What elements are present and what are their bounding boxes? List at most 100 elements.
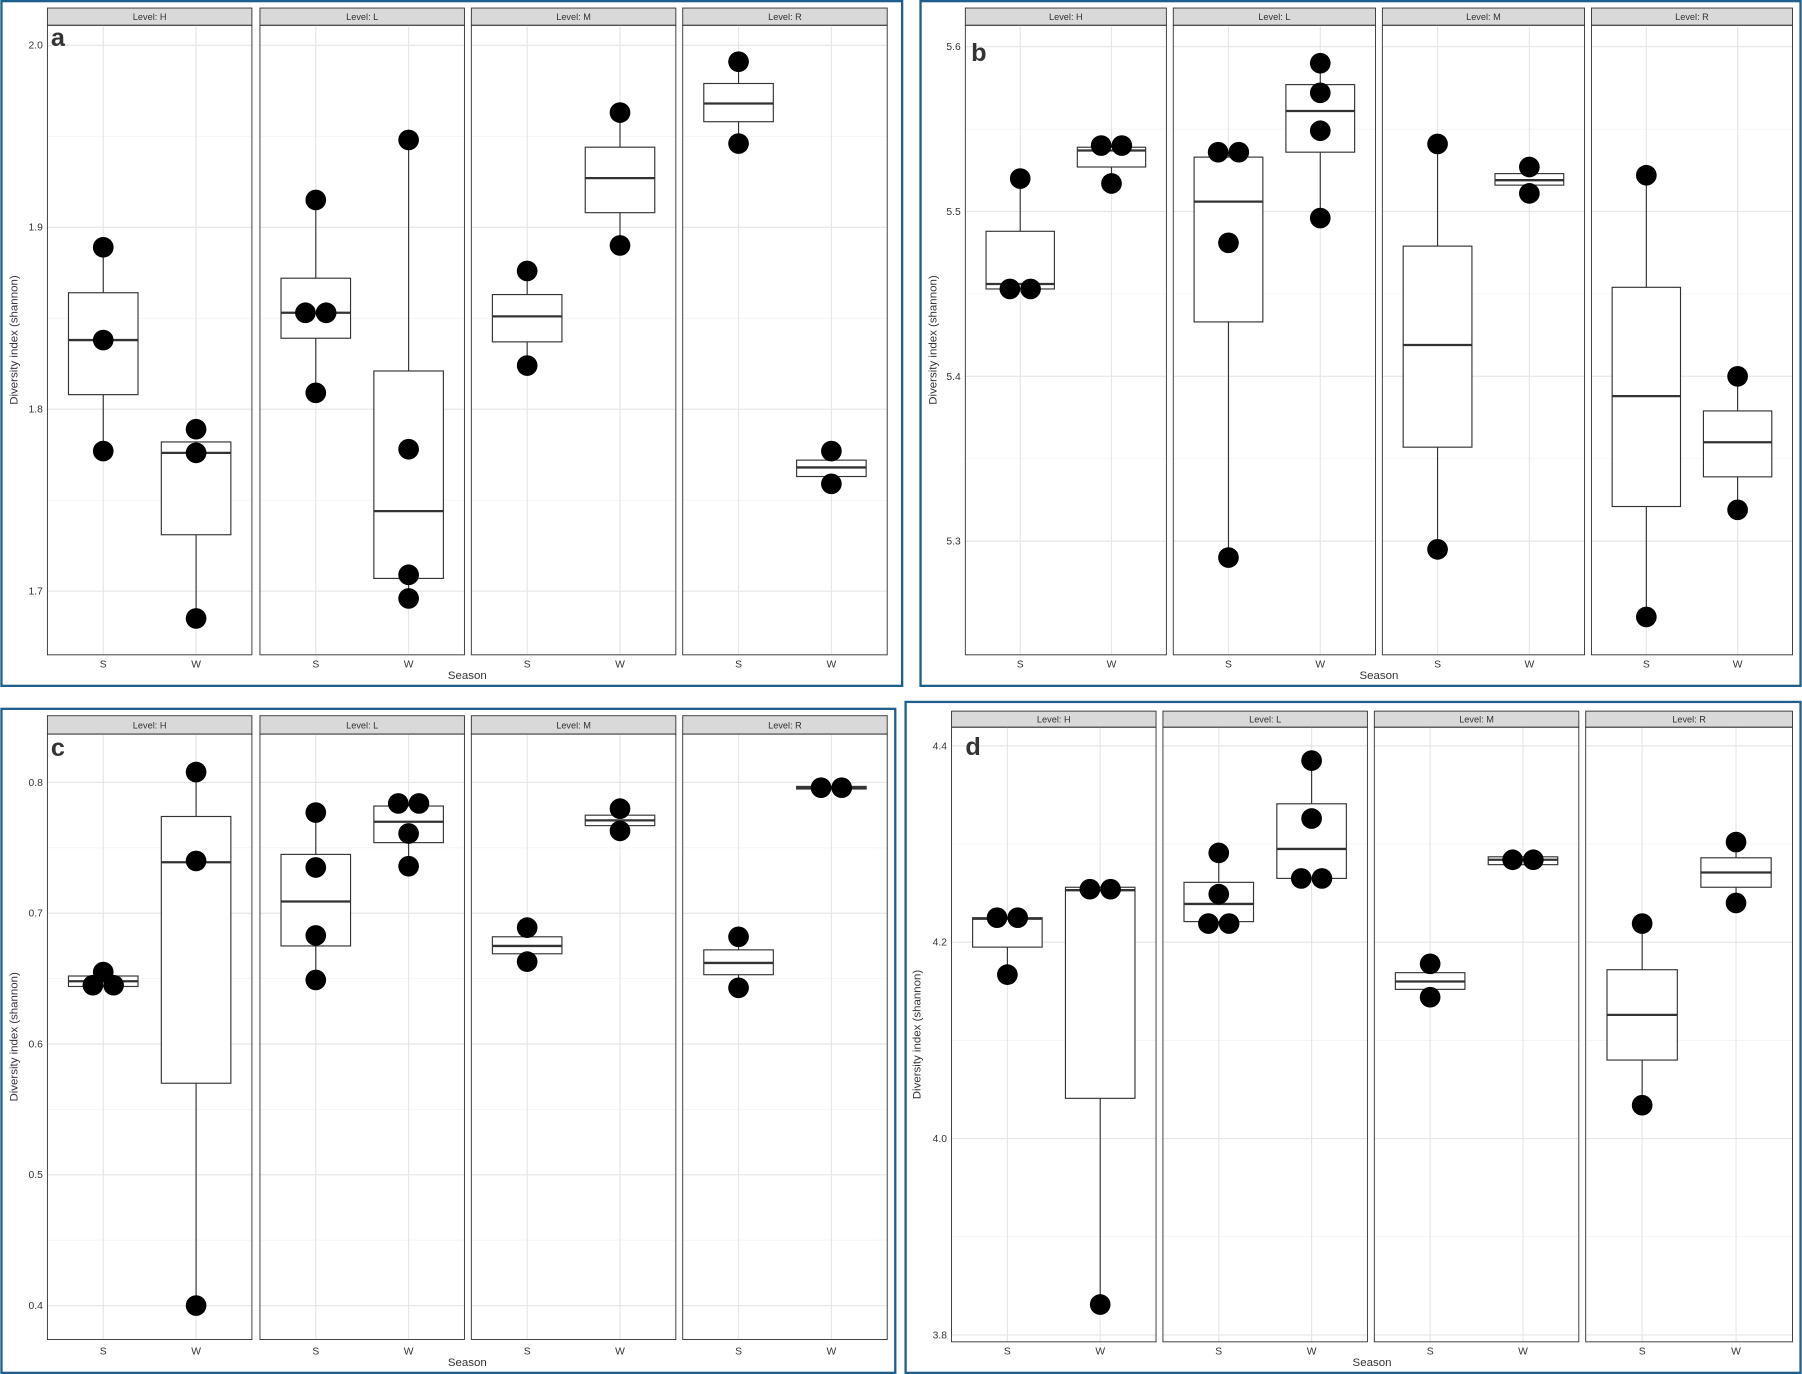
x-tick-label: S bbox=[1643, 659, 1650, 670]
strip-label: Level: L bbox=[1258, 12, 1290, 22]
box bbox=[985, 230, 1055, 290]
data-point bbox=[1419, 986, 1441, 1008]
data-point bbox=[1727, 365, 1748, 387]
data-point bbox=[997, 964, 1018, 985]
data-point bbox=[1218, 913, 1240, 934]
y-tick-label: 4.4 bbox=[933, 741, 948, 752]
data-point bbox=[1301, 750, 1322, 771]
data-point bbox=[103, 974, 124, 996]
data-point bbox=[1427, 133, 1448, 155]
data-point bbox=[305, 382, 327, 404]
data-point bbox=[315, 302, 337, 324]
x-tick-label: S bbox=[1434, 659, 1441, 670]
data-point bbox=[516, 260, 538, 282]
y-tick-label: 5.3 bbox=[946, 537, 961, 548]
data-point bbox=[1207, 141, 1229, 163]
box bbox=[972, 917, 1043, 948]
data-point bbox=[185, 761, 207, 783]
x-tick-label: W bbox=[615, 659, 625, 670]
panel-label: d bbox=[965, 733, 980, 761]
x-axis-label: Season bbox=[448, 670, 487, 682]
data-point bbox=[398, 823, 419, 844]
data-point bbox=[1519, 183, 1540, 204]
data-point bbox=[821, 473, 842, 495]
strip-label: Level: H bbox=[1049, 12, 1083, 22]
data-point bbox=[1301, 808, 1322, 829]
data-point bbox=[295, 302, 316, 324]
data-point bbox=[92, 236, 114, 258]
data-point bbox=[1309, 82, 1331, 104]
data-point bbox=[92, 329, 114, 351]
x-tick-label: S bbox=[100, 1346, 107, 1357]
x-tick-label: W bbox=[404, 659, 414, 670]
facet-background bbox=[471, 734, 676, 1340]
y-axis-label: Diversity index (shannon) bbox=[928, 275, 940, 405]
x-tick-label: W bbox=[1315, 659, 1325, 670]
strip-label: Level: H bbox=[1037, 715, 1071, 725]
box bbox=[1402, 245, 1473, 448]
data-point bbox=[185, 418, 207, 440]
x-tick-label: W bbox=[1731, 1346, 1741, 1357]
data-point bbox=[821, 440, 842, 462]
y-tick-label: 5.4 bbox=[946, 372, 961, 383]
y-tick-label: 1.8 bbox=[28, 405, 43, 416]
box bbox=[584, 146, 656, 214]
facet-border bbox=[951, 726, 1157, 1343]
data-point bbox=[398, 588, 419, 609]
box bbox=[373, 370, 444, 579]
facet-border bbox=[46, 24, 253, 656]
data-point bbox=[1089, 1294, 1111, 1315]
data-point bbox=[398, 855, 419, 877]
y-axis-label: Diversity index (shannon) bbox=[912, 970, 924, 1100]
x-tick-label: W bbox=[1307, 1346, 1317, 1357]
x-tick-label: W bbox=[827, 659, 837, 670]
data-point bbox=[728, 133, 749, 154]
y-tick-label: 3.8 bbox=[933, 1330, 948, 1341]
data-point bbox=[1419, 953, 1441, 975]
y-tick-label: 0.8 bbox=[28, 778, 43, 789]
data-point bbox=[305, 969, 327, 991]
data-point bbox=[398, 129, 419, 151]
data-point bbox=[728, 977, 749, 999]
facet-border bbox=[470, 733, 677, 1340]
x-tick-label: S bbox=[524, 659, 531, 670]
data-point bbox=[999, 278, 1021, 300]
y-tick-label: 1.7 bbox=[28, 587, 43, 598]
data-point bbox=[609, 820, 631, 842]
box bbox=[1702, 410, 1773, 478]
data-point bbox=[305, 857, 327, 878]
x-tick-label: W bbox=[191, 1346, 201, 1357]
data-point bbox=[1725, 892, 1747, 914]
strip-label: Level: R bbox=[768, 720, 802, 730]
y-tick-label: 5.6 bbox=[946, 42, 961, 53]
data-point bbox=[1020, 278, 1041, 300]
x-tick-label: W bbox=[1095, 1346, 1105, 1357]
facet-border bbox=[1162, 726, 1368, 1343]
y-tick-label: 4.0 bbox=[933, 1134, 948, 1145]
data-point bbox=[1502, 849, 1523, 871]
data-point bbox=[1635, 606, 1657, 628]
box bbox=[280, 277, 352, 339]
data-point bbox=[1009, 168, 1031, 189]
x-tick-label: W bbox=[191, 659, 201, 670]
x-tick-label: W bbox=[827, 1346, 837, 1357]
data-point bbox=[1218, 232, 1239, 254]
panel-frame bbox=[919, 0, 1802, 687]
data-point bbox=[810, 777, 832, 799]
data-point bbox=[1101, 173, 1122, 194]
y-tick-label: 2.0 bbox=[28, 41, 43, 52]
data-point bbox=[1218, 547, 1239, 568]
x-axis-label: Season bbox=[448, 1357, 487, 1369]
data-point bbox=[1079, 878, 1101, 900]
x-tick-label: S bbox=[1017, 659, 1024, 670]
data-point bbox=[1309, 120, 1331, 142]
data-point bbox=[1100, 878, 1121, 900]
facet-border bbox=[964, 24, 1167, 656]
x-tick-label: S bbox=[735, 659, 742, 670]
data-point bbox=[387, 793, 409, 814]
data-point bbox=[1725, 831, 1747, 853]
panel-frame bbox=[0, 707, 897, 1374]
facet-border bbox=[1373, 726, 1580, 1343]
strip-label: Level: R bbox=[768, 12, 802, 22]
